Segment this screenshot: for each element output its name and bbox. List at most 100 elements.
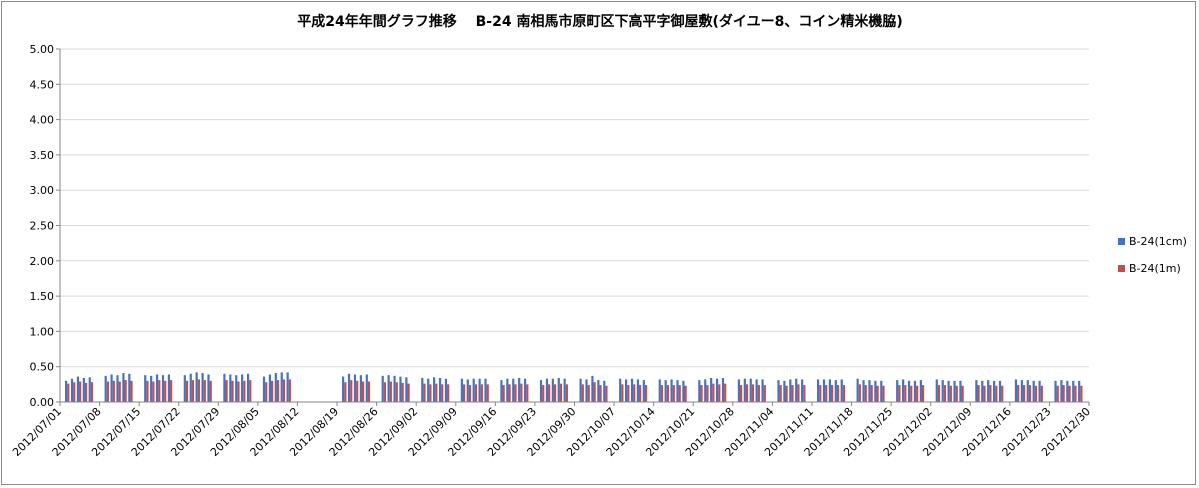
bar-b24-1cm — [460, 378, 463, 402]
bar-b24-1cm — [433, 377, 436, 402]
bar-b24-1m — [520, 383, 523, 402]
bar-b24-1m — [553, 384, 557, 402]
bar-b24-1m — [124, 380, 127, 402]
bar-b24-1cm — [840, 379, 843, 402]
bar-b24-1cm — [1060, 380, 1063, 402]
bar-b24-1m — [84, 382, 88, 402]
bar-b24-1cm — [907, 380, 911, 402]
bar-b24-1m — [660, 385, 664, 402]
bar-b24-1m — [502, 385, 505, 402]
bar-b24-1m — [921, 385, 925, 402]
bar-b24-1m — [791, 385, 794, 402]
y-tick-label: 0.00 — [30, 396, 55, 409]
bar-b24-1m — [389, 381, 392, 402]
legend-label: B-24(1m) — [1129, 262, 1181, 275]
bar-b24-1m — [977, 385, 980, 402]
bar-b24-1cm — [789, 379, 792, 402]
bar-b24-1cm — [636, 379, 640, 402]
bar-b24-1cm — [353, 374, 357, 402]
bar-b24-1m — [836, 385, 840, 402]
bar-b24-1cm — [998, 380, 1002, 402]
bar-b24-1m — [276, 380, 280, 402]
bar-b24-1cm — [246, 373, 250, 402]
bar-b24-1m — [1001, 385, 1004, 402]
bar-b24-1m — [191, 380, 195, 402]
bar-b24-1cm — [539, 380, 543, 402]
bar-b24-1cm — [642, 380, 645, 402]
bar-b24-1m — [763, 385, 766, 402]
bar-b24-1m — [904, 385, 907, 402]
bar-b24-1m — [249, 380, 252, 402]
bar-b24-1m — [344, 382, 347, 402]
bar-b24-1m — [803, 385, 806, 402]
bar-b24-1m — [383, 382, 387, 402]
bar-b24-1cm — [365, 374, 368, 402]
bar-b24-1cm — [393, 375, 396, 402]
bar-b24-1cm — [223, 373, 226, 402]
bar-b24-1cm — [755, 379, 758, 402]
bar-b24-1cm — [947, 380, 950, 402]
bar-b24-1m — [672, 385, 675, 402]
x-axis-tick-labels: 2012/07/012012/07/082012/07/152012/07/22… — [10, 405, 1093, 459]
bar-b24-1m — [644, 385, 648, 402]
bar-b24-1cm — [670, 379, 673, 402]
bar-b24-1cm — [1078, 380, 1081, 402]
bar-b24-1m — [548, 384, 551, 402]
bar-b24-1cm — [1020, 380, 1023, 402]
bar-b24-1m — [243, 380, 246, 402]
bar-b24-1cm — [1014, 379, 1018, 402]
bar-b24-1cm — [88, 377, 91, 402]
bar-b24-1m — [435, 383, 438, 402]
bar-b24-1m — [423, 383, 426, 402]
bar-b24-1m — [724, 383, 727, 402]
bar-b24-1m — [203, 380, 206, 402]
bar-b24-1m — [678, 385, 681, 402]
legend-swatch — [1118, 238, 1125, 245]
bar-b24-1cm — [122, 373, 125, 402]
bar-b24-1cm — [874, 380, 877, 402]
bar-b24-1m — [864, 385, 867, 402]
bar-b24-1m — [842, 385, 846, 402]
y-tick-label: 2.50 — [30, 220, 55, 233]
bar-b24-1m — [587, 385, 590, 402]
bar-b24-1m — [1062, 385, 1065, 402]
bar-b24-1m — [361, 381, 365, 402]
bar-b24-1cm — [207, 374, 210, 402]
bar-b24-1cm — [597, 380, 600, 402]
bar-b24-1cm — [201, 373, 204, 402]
bar-b24-1cm — [144, 375, 147, 402]
bar-b24-1m — [271, 380, 274, 402]
y-tick-label: 1.50 — [30, 290, 55, 303]
bar-b24-1cm — [150, 375, 153, 402]
bar-b24-1cm — [1032, 380, 1035, 402]
bar-b24-1cm — [545, 378, 549, 402]
bar-b24-1m — [282, 379, 286, 402]
bar-b24-1cm — [155, 374, 159, 402]
y-tick-label: 1.00 — [30, 325, 55, 338]
bar-b24-1m — [882, 385, 885, 402]
bar-b24-1cm — [229, 374, 232, 402]
bar-b24-1m — [395, 382, 398, 402]
bar-b24-1cm — [935, 379, 938, 402]
bar-b24-1m — [740, 385, 743, 402]
bar-b24-1cm — [512, 378, 515, 402]
bar-b24-1cm — [777, 380, 780, 402]
bar-b24-1cm — [801, 379, 804, 402]
bar-b24-1cm — [235, 375, 238, 402]
bar-b24-1m — [779, 385, 782, 402]
bar-b24-1cm — [795, 378, 798, 402]
bar-b24-1m — [983, 385, 986, 402]
bar-b24-1cm — [1066, 380, 1069, 402]
bar-b24-1m — [462, 384, 466, 402]
bar-b24-1cm — [715, 378, 719, 402]
bar-b24-1m — [639, 385, 642, 402]
bar-b24-1cm — [975, 380, 978, 402]
bar-b24-1cm — [427, 378, 430, 402]
bar-b24-1cm — [359, 375, 362, 402]
y-tick-label: 5.00 — [30, 43, 55, 56]
bar-b24-1m — [288, 379, 291, 402]
bar-b24-1m — [621, 384, 624, 402]
bar-b24-1cm — [1026, 380, 1029, 402]
